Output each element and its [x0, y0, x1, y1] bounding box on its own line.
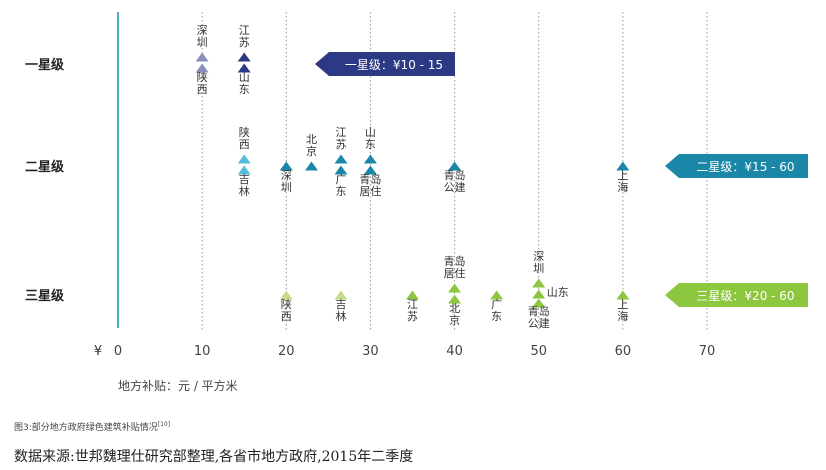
point-label: 海 [617, 309, 628, 323]
data-point [237, 52, 251, 62]
data-point [237, 165, 251, 175]
point-label: 北 [306, 133, 317, 146]
point-label: 广 [491, 298, 502, 311]
point-label: 圳 [281, 181, 292, 194]
point-label: 苏 [335, 138, 346, 151]
data-point [305, 161, 319, 171]
row-label: 一星级 [25, 57, 65, 73]
point-label: 山 [365, 126, 376, 139]
data-point [363, 154, 377, 164]
subsidy-chart: ¥0 10 20 30 40 50 60 70 地方补贴：元 / 平方米 一星级 一星级：¥10 -… [25, 12, 808, 393]
point-label: 西 [239, 138, 250, 151]
point-label: 江 [335, 126, 346, 139]
data-point [363, 165, 377, 175]
data-point [334, 165, 348, 175]
caption-text: 图3:部分地方政府绿色建筑补贴情况 [14, 423, 158, 433]
point-label: 东 [335, 185, 346, 198]
point-label: 上 [617, 298, 628, 311]
x-axis-label: 地方补贴：元 / 平方米 [118, 378, 238, 393]
point-label: 东 [239, 83, 250, 96]
x-tick-label: 60 [615, 344, 632, 359]
point-label: 青岛 [444, 254, 466, 268]
data-point [237, 154, 251, 164]
range-banner [315, 52, 455, 76]
point-label: 海 [617, 180, 628, 194]
data-point [448, 294, 462, 304]
data-point [532, 298, 546, 308]
x-tick-label: 30 [362, 344, 379, 359]
point-label: 深 [533, 250, 544, 263]
data-point [279, 161, 293, 171]
point-label: 山东 [547, 286, 569, 299]
row-label: 三星级 [25, 288, 65, 304]
point-label: 深 [281, 169, 292, 182]
point-label: 青岛 [528, 304, 550, 318]
currency-symbol: ¥ [94, 344, 102, 359]
point-label: 东 [491, 310, 502, 323]
x-tick-label: 50 [530, 344, 547, 359]
point-label: 江 [239, 24, 250, 37]
point-label: 京 [306, 144, 317, 158]
data-point [406, 290, 419, 300]
point-label: 陕 [197, 70, 208, 84]
data-point [448, 283, 462, 293]
point-label: 江 [407, 298, 418, 311]
caption-ref: [10] [157, 421, 171, 428]
range-banner-label: 一星级：¥10 - 15 [345, 58, 443, 72]
point-label: 公建 [528, 316, 550, 330]
point-label: 广 [335, 173, 346, 186]
point-label: 山 [239, 71, 250, 84]
point-label: 北 [449, 302, 460, 315]
x-tick-label: 0 [114, 344, 122, 359]
point-label: 上 [617, 169, 628, 182]
data-point [616, 290, 630, 300]
data-point [279, 290, 293, 300]
point-label: 深 [197, 24, 208, 37]
point-label: 林 [239, 184, 250, 198]
point-label: 吉 [239, 173, 250, 186]
data-point [448, 161, 462, 171]
data-point [195, 52, 209, 62]
range-banner-label: 二星级：¥15 - 60 [696, 160, 794, 174]
point-label: 陕 [281, 297, 292, 311]
range-banner [665, 154, 808, 178]
point-label: 青岛 [359, 172, 381, 186]
data-point [532, 278, 546, 288]
x-tick-label: 20 [278, 344, 295, 359]
point-label: 东 [365, 138, 376, 151]
data-source-note: 数据来源:世邦魏理仕研究部整理,各省市地方政府,2015年二季度 [14, 449, 414, 465]
point-label: 圳 [533, 262, 544, 275]
x-tick-label: 40 [446, 344, 463, 359]
range-banner-label: 三星级：¥20 - 60 [696, 289, 794, 303]
data-point [334, 290, 348, 300]
data-point [195, 63, 209, 73]
point-label: 西 [197, 83, 208, 96]
data-point [334, 154, 348, 164]
point-label: 苏 [239, 36, 250, 49]
range-banner [665, 283, 808, 307]
data-point [532, 289, 546, 299]
point-label: 苏 [407, 310, 418, 323]
point-label: 吉 [335, 298, 346, 311]
point-label: 京 [449, 313, 460, 327]
point-label: 公建 [444, 180, 466, 194]
row-label: 二星级 [25, 159, 65, 175]
point-label: 陕 [239, 125, 250, 139]
point-label: 居住 [359, 184, 381, 198]
data-point [616, 161, 630, 171]
point-label: 林 [335, 309, 346, 323]
data-point [237, 63, 251, 73]
point-label: 西 [281, 310, 292, 323]
point-label: 圳 [197, 36, 208, 49]
data-point [490, 290, 504, 300]
figure-caption: 图3:部分地方政府绿色建筑补贴情况[10] [14, 420, 170, 433]
x-tick-label: 70 [699, 344, 716, 359]
point-label: 居住 [444, 266, 466, 280]
point-label: 青岛 [444, 168, 466, 182]
x-tick-label: 10 [194, 344, 211, 359]
